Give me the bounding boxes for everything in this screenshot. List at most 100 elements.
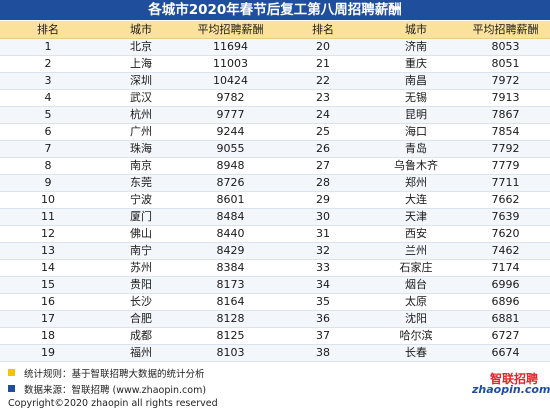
cell-salary: 8484: [186, 208, 275, 226]
cell-salary: 9782: [186, 89, 275, 107]
cell-city-2: 无锡: [371, 89, 461, 107]
cell-city: 广州: [96, 123, 186, 141]
data-source-note: 数据来源：智联招聘 (www.zhaopin.com): [8, 382, 207, 396]
table-row: 9 东莞 8726 28 郑州 7711: [0, 174, 550, 192]
cell-city-2: 大连: [371, 191, 461, 209]
header-salary-2: 平均招聘薪酬: [461, 21, 550, 39]
data-source-text: 数据来源：智联招聘 (www.zhaopin.com): [24, 384, 207, 396]
cell-city: 珠海: [96, 140, 186, 158]
cell-city-2: 重庆: [371, 55, 461, 73]
cell-rank-2: 24: [275, 106, 371, 124]
table-header-row: 排名 城市 平均招聘薪酬 排名 城市 平均招聘薪酬: [0, 21, 550, 39]
cell-rank: 13: [0, 242, 96, 260]
cell-salary: 8103: [186, 344, 275, 362]
cell-rank-2: 33: [275, 259, 371, 277]
cell-city-2: 烟台: [371, 276, 461, 294]
table-row: 13 南宁 8429 32 兰州 7462: [0, 242, 550, 260]
cell-city: 厦门: [96, 208, 186, 226]
table-row: 12 佛山 8440 31 西安 7620: [0, 225, 550, 243]
cell-salary: 8384: [186, 259, 275, 277]
cell-rank: 3: [0, 72, 96, 90]
cell-city-2: 长春: [371, 344, 461, 362]
cell-city-2: 济南: [371, 38, 461, 56]
cell-rank-2: 35: [275, 293, 371, 311]
cell-salary-2: 7913: [461, 89, 550, 107]
cell-city-2: 青岛: [371, 140, 461, 158]
cell-city-2: 天津: [371, 208, 461, 226]
cell-rank-2: 28: [275, 174, 371, 192]
cell-city-2: 太原: [371, 293, 461, 311]
copyright-text: Copyright©2020 zhaopin all rights reserv…: [8, 398, 218, 409]
blue-square-icon: [8, 385, 15, 392]
cell-city: 宁波: [96, 191, 186, 209]
cell-rank: 4: [0, 89, 96, 107]
cell-city: 贵阳: [96, 276, 186, 294]
cell-city-2: 海口: [371, 123, 461, 141]
table-row: 5 杭州 9777 24 昆明 7867: [0, 106, 550, 124]
table-row: 15 贵阳 8173 34 烟台 6996: [0, 276, 550, 294]
cell-rank-2: 21: [275, 55, 371, 73]
cell-salary-2: 7174: [461, 259, 550, 277]
cell-salary: 8726: [186, 174, 275, 192]
cell-salary-2: 6881: [461, 310, 550, 328]
cell-rank-2: 36: [275, 310, 371, 328]
cell-salary: 9055: [186, 140, 275, 158]
table-row: 3 深圳 10424 22 南昌 7972: [0, 72, 550, 90]
cell-city: 杭州: [96, 106, 186, 124]
cell-city-2: 兰州: [371, 242, 461, 260]
cell-city-2: 哈尔滨: [371, 327, 461, 345]
cell-rank: 16: [0, 293, 96, 311]
footer: 统计规则：基于智联招聘大数据的统计分析 数据来源：智联招聘 (www.zhaop…: [0, 364, 550, 414]
yellow-square-icon: [8, 369, 15, 376]
cell-salary: 8173: [186, 276, 275, 294]
table-row: 18 成都 8125 37 哈尔滨 6727: [0, 327, 550, 345]
cell-salary-2: 7620: [461, 225, 550, 243]
header-city: 城市: [96, 21, 186, 39]
cell-salary: 8601: [186, 191, 275, 209]
cell-rank-2: 31: [275, 225, 371, 243]
cell-rank: 19: [0, 344, 96, 362]
cell-rank: 1: [0, 38, 96, 56]
cell-salary: 8128: [186, 310, 275, 328]
cell-city-2: 郑州: [371, 174, 461, 192]
table-row: 1 北京 11694 20 济南 8053: [0, 38, 550, 56]
cell-city: 上海: [96, 55, 186, 73]
cell-salary: 8440: [186, 225, 275, 243]
cell-rank: 9: [0, 174, 96, 192]
cell-salary: 8164: [186, 293, 275, 311]
cell-salary-2: 7779: [461, 157, 550, 175]
page-title: 各城市2020年春节后复工第八周招聘薪酬: [0, 0, 550, 20]
table-row: 10 宁波 8601 29 大连 7662: [0, 191, 550, 209]
cell-salary-2: 6996: [461, 276, 550, 294]
logo-en-text: zhaopin.com: [472, 383, 550, 396]
cell-rank-2: 20: [275, 38, 371, 56]
table-row: 11 厦门 8484 30 天津 7639: [0, 208, 550, 226]
cell-city: 福州: [96, 344, 186, 362]
cell-city: 南宁: [96, 242, 186, 260]
cell-rank: 18: [0, 327, 96, 345]
cell-rank: 17: [0, 310, 96, 328]
cell-salary-2: 7972: [461, 72, 550, 90]
header-salary: 平均招聘薪酬: [186, 21, 275, 39]
cell-salary: 8125: [186, 327, 275, 345]
cell-salary-2: 7854: [461, 123, 550, 141]
cell-salary-2: 6674: [461, 344, 550, 362]
cell-city-2: 西安: [371, 225, 461, 243]
cell-rank-2: 23: [275, 89, 371, 107]
cell-city-2: 乌鲁木齐: [371, 157, 461, 175]
cell-city: 武汉: [96, 89, 186, 107]
cell-rank: 6: [0, 123, 96, 141]
header-rank: 排名: [0, 21, 96, 39]
header-rank-2: 排名: [275, 21, 371, 39]
table-row: 19 福州 8103 38 长春 6674: [0, 344, 550, 362]
cell-rank-2: 25: [275, 123, 371, 141]
cell-salary-2: 7867: [461, 106, 550, 124]
cell-city: 佛山: [96, 225, 186, 243]
cell-rank: 14: [0, 259, 96, 277]
cell-city-2: 昆明: [371, 106, 461, 124]
cell-salary-2: 8053: [461, 38, 550, 56]
cell-salary-2: 6727: [461, 327, 550, 345]
zhaopin-logo: 智联招聘 zhaopin.com: [468, 370, 550, 400]
cell-city-2: 沈阳: [371, 310, 461, 328]
cell-city: 合肥: [96, 310, 186, 328]
